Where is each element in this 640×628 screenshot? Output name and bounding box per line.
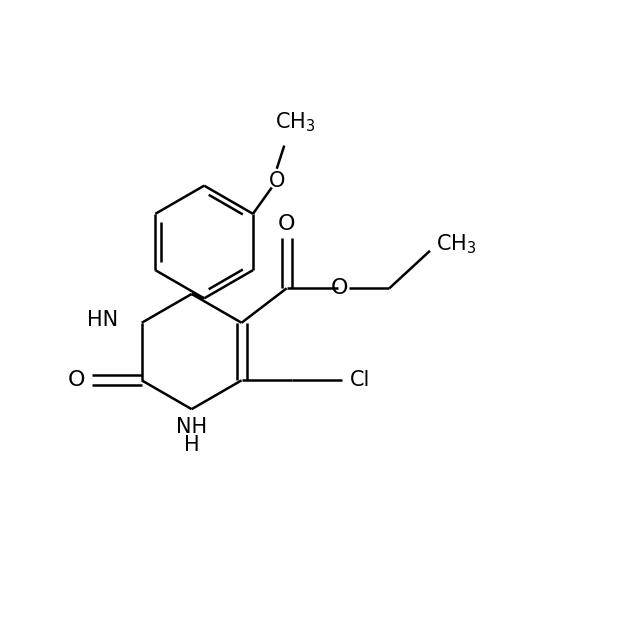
Text: CH$_3$: CH$_3$ bbox=[275, 111, 316, 134]
Text: CH$_3$: CH$_3$ bbox=[436, 233, 477, 256]
Text: O: O bbox=[68, 371, 85, 391]
Text: NH: NH bbox=[176, 417, 207, 436]
Text: HN: HN bbox=[87, 310, 118, 330]
Text: O: O bbox=[269, 171, 285, 192]
Text: O: O bbox=[278, 215, 296, 234]
Text: Cl: Cl bbox=[350, 371, 371, 391]
Text: H: H bbox=[184, 435, 200, 455]
Text: O: O bbox=[330, 278, 348, 298]
